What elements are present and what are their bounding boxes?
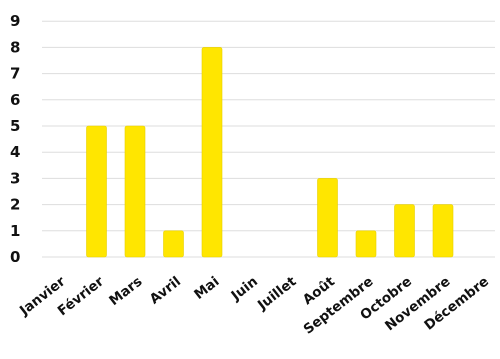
y-tick-label: 6 bbox=[10, 91, 20, 109]
y-axis-ticks: 0 1 2 3 4 5 6 7 8 9 bbox=[10, 12, 20, 266]
y-tick-label: 3 bbox=[10, 169, 20, 187]
bar-mars bbox=[124, 125, 146, 258]
bar-octobre bbox=[394, 204, 415, 258]
bars bbox=[86, 47, 454, 258]
y-tick-label: 0 bbox=[10, 248, 20, 266]
x-tick-label: Avril bbox=[147, 274, 184, 308]
x-tick-label: Juillet bbox=[254, 273, 300, 314]
bar-février bbox=[86, 125, 107, 258]
bar-novembre bbox=[432, 204, 454, 258]
x-tick-label: Mai bbox=[191, 274, 222, 303]
bar-mai bbox=[201, 47, 223, 258]
bar-août bbox=[317, 178, 338, 258]
y-tick-label: 1 bbox=[10, 222, 20, 240]
grid-lines bbox=[42, 20, 495, 258]
y-tick-label: 4 bbox=[10, 143, 20, 161]
y-tick-label: 5 bbox=[10, 117, 20, 135]
y-tick-label: 2 bbox=[10, 196, 20, 214]
y-tick-label: 9 bbox=[10, 12, 20, 30]
bar-avril bbox=[163, 230, 184, 258]
bar-septembre bbox=[355, 230, 377, 258]
y-tick-label: 8 bbox=[10, 38, 20, 56]
y-tick-label: 7 bbox=[10, 65, 20, 83]
x-tick-label: Mars bbox=[106, 274, 145, 310]
